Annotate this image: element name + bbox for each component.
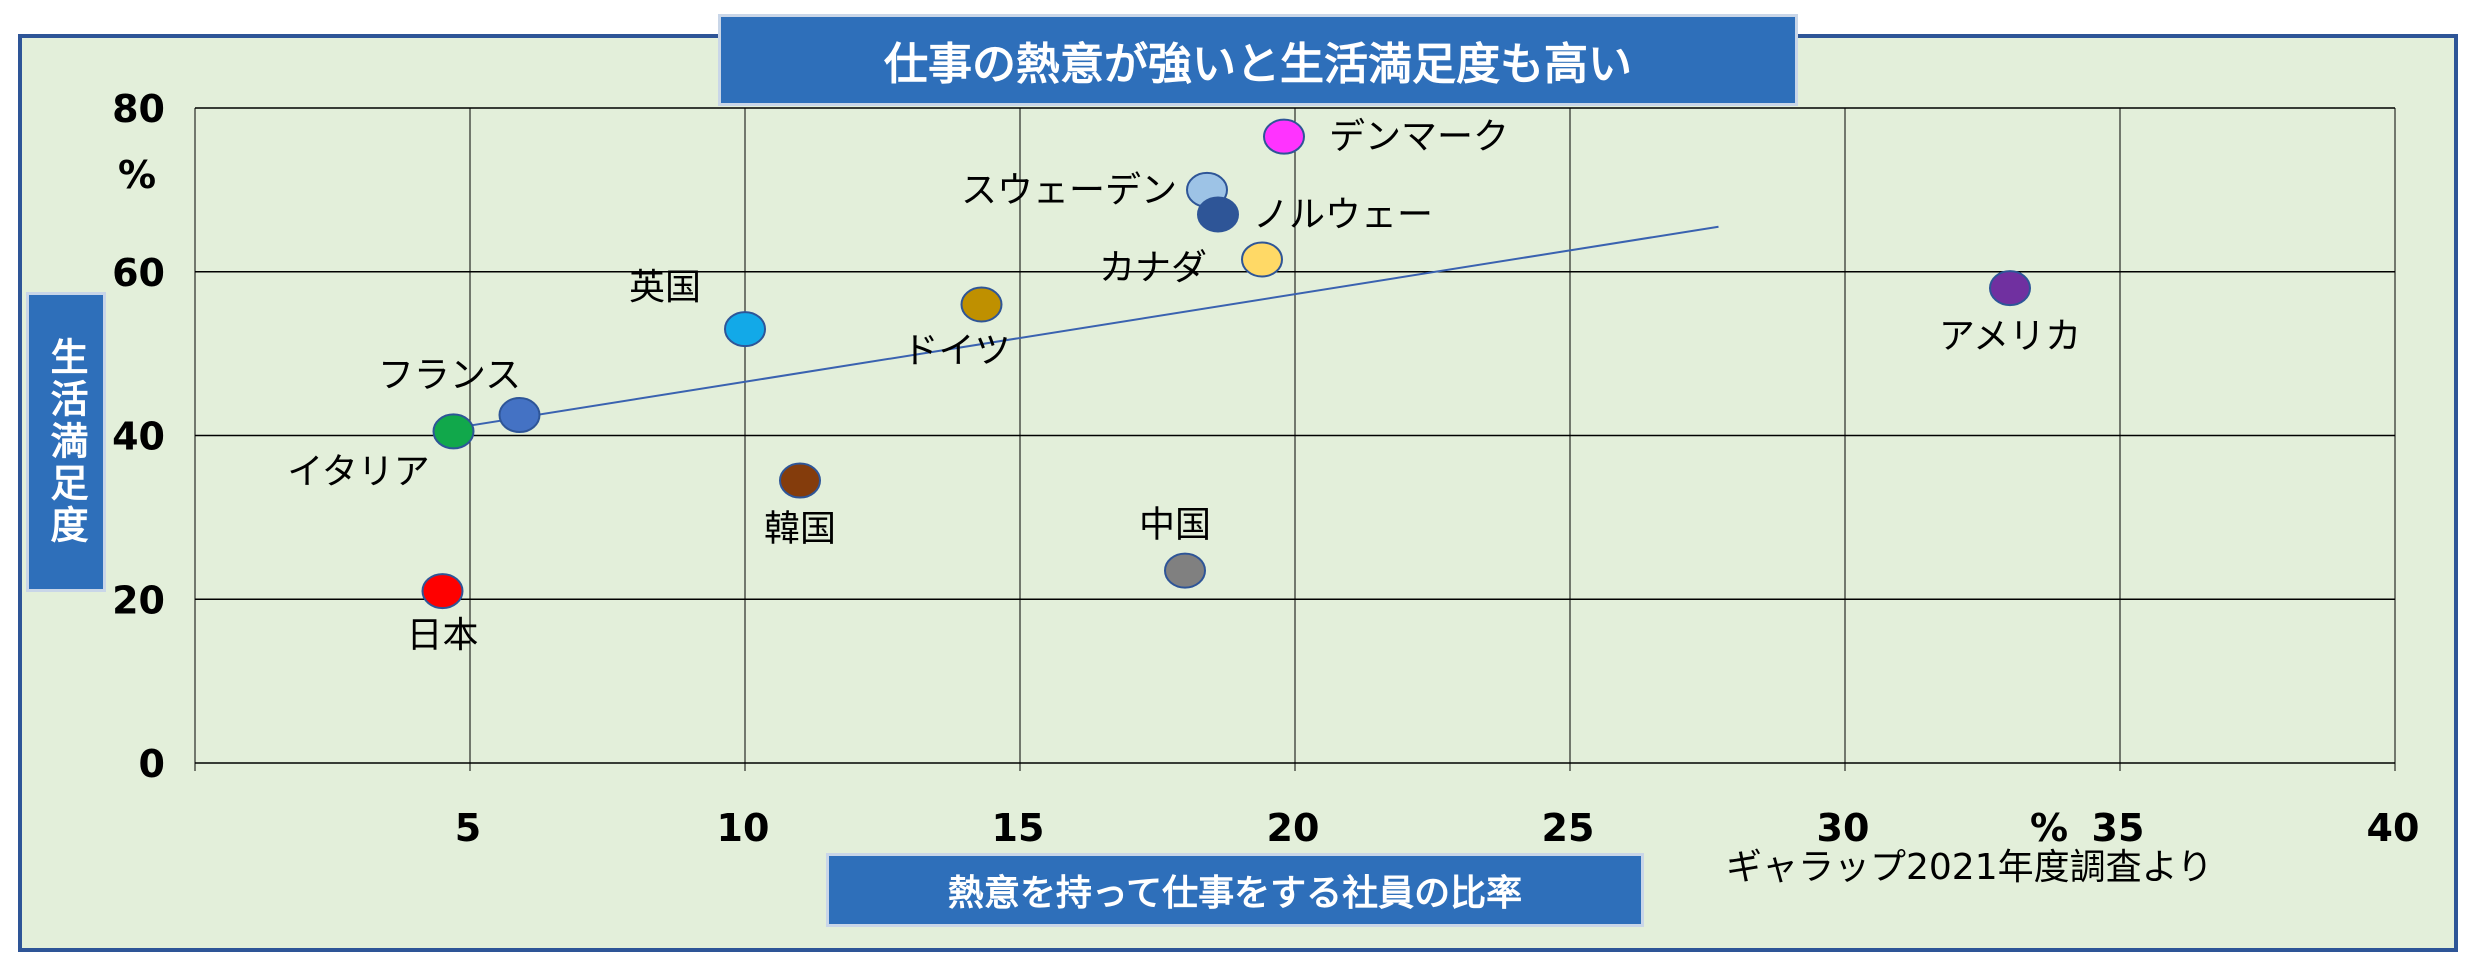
x-tick-label: 30	[1817, 806, 1870, 850]
point-label: ノルウェー	[1253, 194, 1433, 235]
y-tick-label: 0	[139, 742, 165, 786]
y-unit-label: %	[118, 153, 156, 197]
x-unit-label: %	[2030, 806, 2068, 850]
y-tick-labels: 0 20 40 60 80	[112, 87, 165, 786]
x-tick-label: 15	[992, 806, 1045, 850]
point-label: 中国	[1139, 505, 1211, 546]
data-point	[1164, 552, 1206, 589]
data-point	[1989, 270, 2031, 307]
x-tick-labels: 5 10 15 20 25 30 35 40	[455, 806, 2420, 850]
data-point	[498, 397, 541, 434]
data-point	[960, 286, 1003, 323]
point-label: カナダ	[1099, 247, 1207, 288]
point-label: フランス	[378, 355, 521, 396]
point-label: 日本	[406, 615, 478, 656]
x-tick-label: 35	[2092, 806, 2145, 850]
point-label: イタリア	[287, 451, 430, 492]
data-point	[724, 311, 766, 348]
point-label: 英国	[629, 267, 701, 308]
data-point	[1197, 196, 1239, 233]
point-label: デンマーク	[1329, 117, 1509, 158]
y-axis-label-text: 生活満足度	[44, 337, 88, 547]
data-point	[779, 462, 821, 499]
data-point	[1241, 241, 1283, 278]
x-tick-label: 20	[1267, 806, 1320, 850]
y-tick-label: 80	[112, 87, 165, 131]
y-tick-label: 60	[112, 251, 165, 295]
x-tick-label: 25	[1542, 806, 1595, 850]
x-tick-label: 40	[2367, 806, 2420, 850]
point-label: アメリカ	[1939, 316, 2081, 357]
grid	[194, 107, 2396, 771]
trendline	[458, 225, 1719, 429]
y-tick-label: 40	[112, 415, 165, 459]
point-label: ドイツ	[902, 331, 1010, 372]
data-points	[421, 118, 2031, 610]
x-tick-label: 10	[717, 806, 770, 850]
chart-frame	[18, 34, 2458, 952]
chart-title: 仕事の熱意が強いと生活満足度も高い	[718, 14, 1798, 106]
point-label: 韓国	[764, 509, 836, 550]
data-point	[1263, 118, 1305, 155]
data-point	[432, 413, 475, 450]
y-tick-label: 20	[112, 578, 165, 622]
point-label: スウェーデン	[961, 170, 1177, 211]
x-tick-label: 5	[455, 806, 481, 850]
source-note: ギャラップ2021年度調査より	[1726, 847, 2213, 888]
y-axis-label: 生活満足度	[26, 292, 106, 592]
data-point	[421, 573, 464, 610]
x-axis-label: 熱意を持って仕事をする社員の比率	[826, 853, 1644, 927]
